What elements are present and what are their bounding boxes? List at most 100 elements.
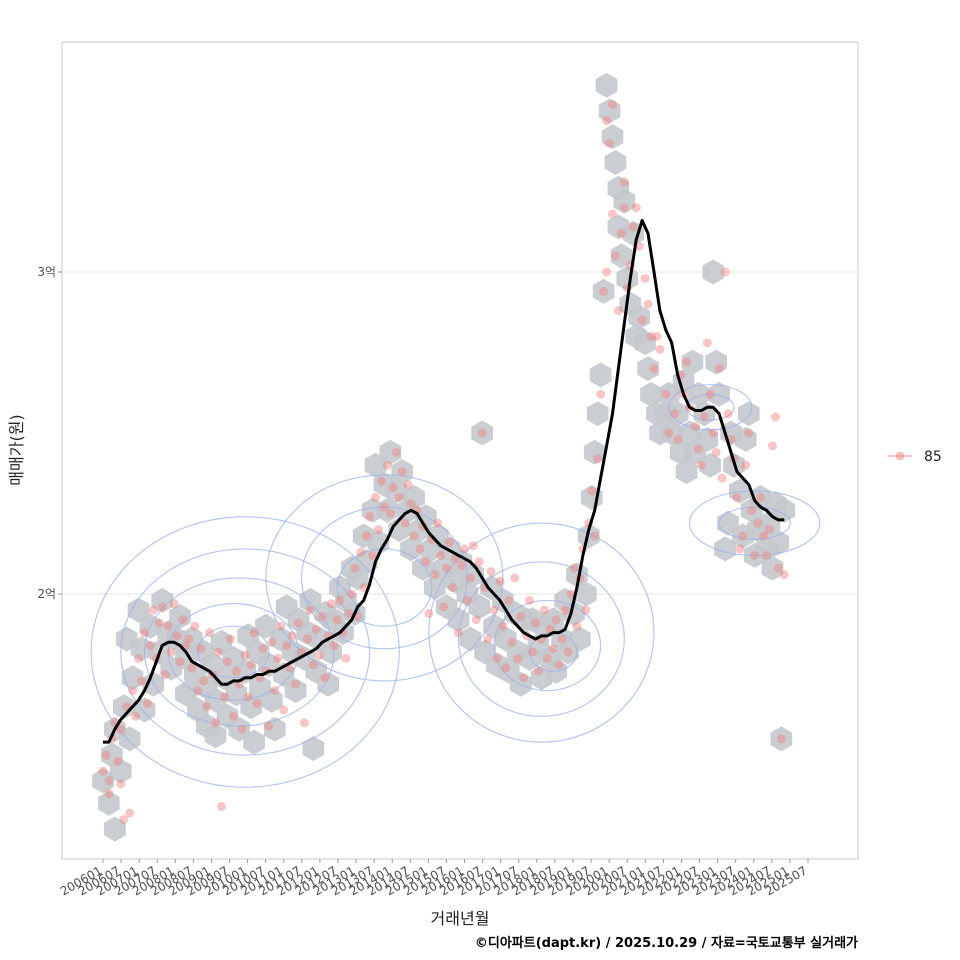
y-tick-label: 2억: [37, 587, 56, 601]
scatter-point: [350, 563, 360, 573]
hexbin-cell: [385, 478, 408, 504]
scatter-point: [436, 550, 446, 560]
hexbin-cell: [284, 678, 307, 704]
scatter-point: [329, 641, 339, 651]
scatter-point: [655, 344, 665, 354]
hexbin-cell: [583, 439, 606, 465]
hexbin-cell: [133, 697, 156, 723]
scatter-point: [764, 525, 774, 535]
scatter-point: [599, 286, 609, 296]
scatter-point: [125, 808, 135, 818]
scatter-point: [560, 605, 570, 615]
scatter-point: [291, 679, 301, 689]
scatter-point: [767, 441, 777, 451]
scatter-point: [483, 634, 493, 644]
scatter-point: [462, 595, 472, 605]
density-contour: [688, 490, 821, 556]
scatter-point: [184, 634, 194, 644]
x-axis-title: 거래년월: [431, 909, 490, 928]
hexbin-cell: [604, 150, 627, 175]
scatter-point: [216, 802, 226, 812]
scatter-point: [661, 389, 671, 399]
hexbin-cell: [767, 530, 790, 555]
hexbin-cell: [678, 420, 701, 446]
scatter-point: [551, 615, 561, 625]
hexbin-cell: [332, 620, 354, 646]
x-axis-ticks: 2006012006072007012007072008012008072009…: [58, 859, 810, 899]
scatter-point: [607, 209, 617, 219]
legend-key-point: [895, 451, 905, 461]
scatter-point: [525, 595, 535, 605]
legend-label: 85: [924, 449, 942, 465]
hexbin-cell: [566, 562, 588, 588]
hexbin-cell: [98, 790, 120, 816]
hexbin-cell: [773, 497, 796, 523]
scatter-point: [131, 711, 141, 721]
scatter-point: [459, 544, 469, 554]
scatter-point: [770, 412, 780, 422]
scatter-point: [616, 228, 626, 238]
density-contour: [493, 599, 602, 692]
scatter-point: [750, 550, 760, 560]
y-axis-ticks: 2억 3억: [37, 265, 62, 601]
scatter-point: [773, 563, 783, 573]
scatter-point: [433, 518, 443, 528]
scatter-point: [439, 602, 449, 612]
scatter-point: [735, 544, 745, 554]
scatter-point: [394, 492, 404, 502]
hexbin-cell: [729, 478, 751, 504]
hexbin-cell: [92, 768, 114, 794]
hexbin-cell: [714, 536, 736, 562]
scatter-point: [557, 634, 567, 644]
scatter-point: [305, 605, 315, 615]
scatter-point: [468, 541, 478, 551]
scatter-point: [362, 531, 372, 541]
hexbin-layer: [92, 72, 796, 842]
scatter-points: [98, 100, 789, 824]
scatter-point: [424, 608, 434, 618]
scatter-point: [445, 537, 455, 547]
scatter-point: [533, 666, 543, 676]
scatter-point: [252, 698, 262, 708]
hexbin-cell: [675, 459, 698, 485]
scatter-point: [219, 692, 229, 702]
scatter-point: [643, 299, 653, 309]
scatter-point: [528, 647, 538, 657]
scatter-point: [368, 550, 378, 560]
scatter-point: [214, 647, 224, 657]
scatter-point: [160, 670, 170, 679]
trend-line-layer: [103, 219, 785, 744]
scatter-point: [119, 814, 129, 824]
hexbin-cell: [412, 555, 434, 581]
density-contour: [197, 625, 270, 679]
scatter-point: [385, 509, 395, 518]
scatter-point: [243, 692, 253, 702]
scatter-point: [196, 644, 206, 654]
scatter-point: [205, 628, 215, 638]
hexbin-cell: [423, 575, 446, 601]
scatter-point: [628, 222, 638, 232]
scatter-point: [702, 338, 712, 348]
trend-line: [103, 219, 785, 744]
scatter-point: [400, 518, 410, 528]
scatter-point: [154, 618, 164, 628]
scatter-point: [193, 686, 203, 696]
scatter-point: [720, 267, 730, 277]
hexbin-cell: [118, 726, 141, 752]
hexbin-cell: [112, 694, 135, 720]
scatter-point: [572, 621, 582, 631]
scatter-point: [314, 650, 324, 660]
scatter-point: [335, 595, 345, 605]
hexbin-cell: [204, 687, 227, 713]
scatter-point: [732, 492, 742, 502]
scatter-point: [448, 583, 458, 593]
legend: 85: [888, 449, 942, 465]
hexbin-cell: [660, 420, 683, 446]
hexbin-cell: [317, 671, 339, 697]
scatter-point: [391, 447, 401, 457]
scatter-point: [631, 203, 641, 213]
hexbin-cell: [569, 626, 591, 652]
hexbin-cell: [681, 349, 704, 375]
scatter-point: [237, 724, 247, 734]
scatter-point: [273, 653, 283, 663]
